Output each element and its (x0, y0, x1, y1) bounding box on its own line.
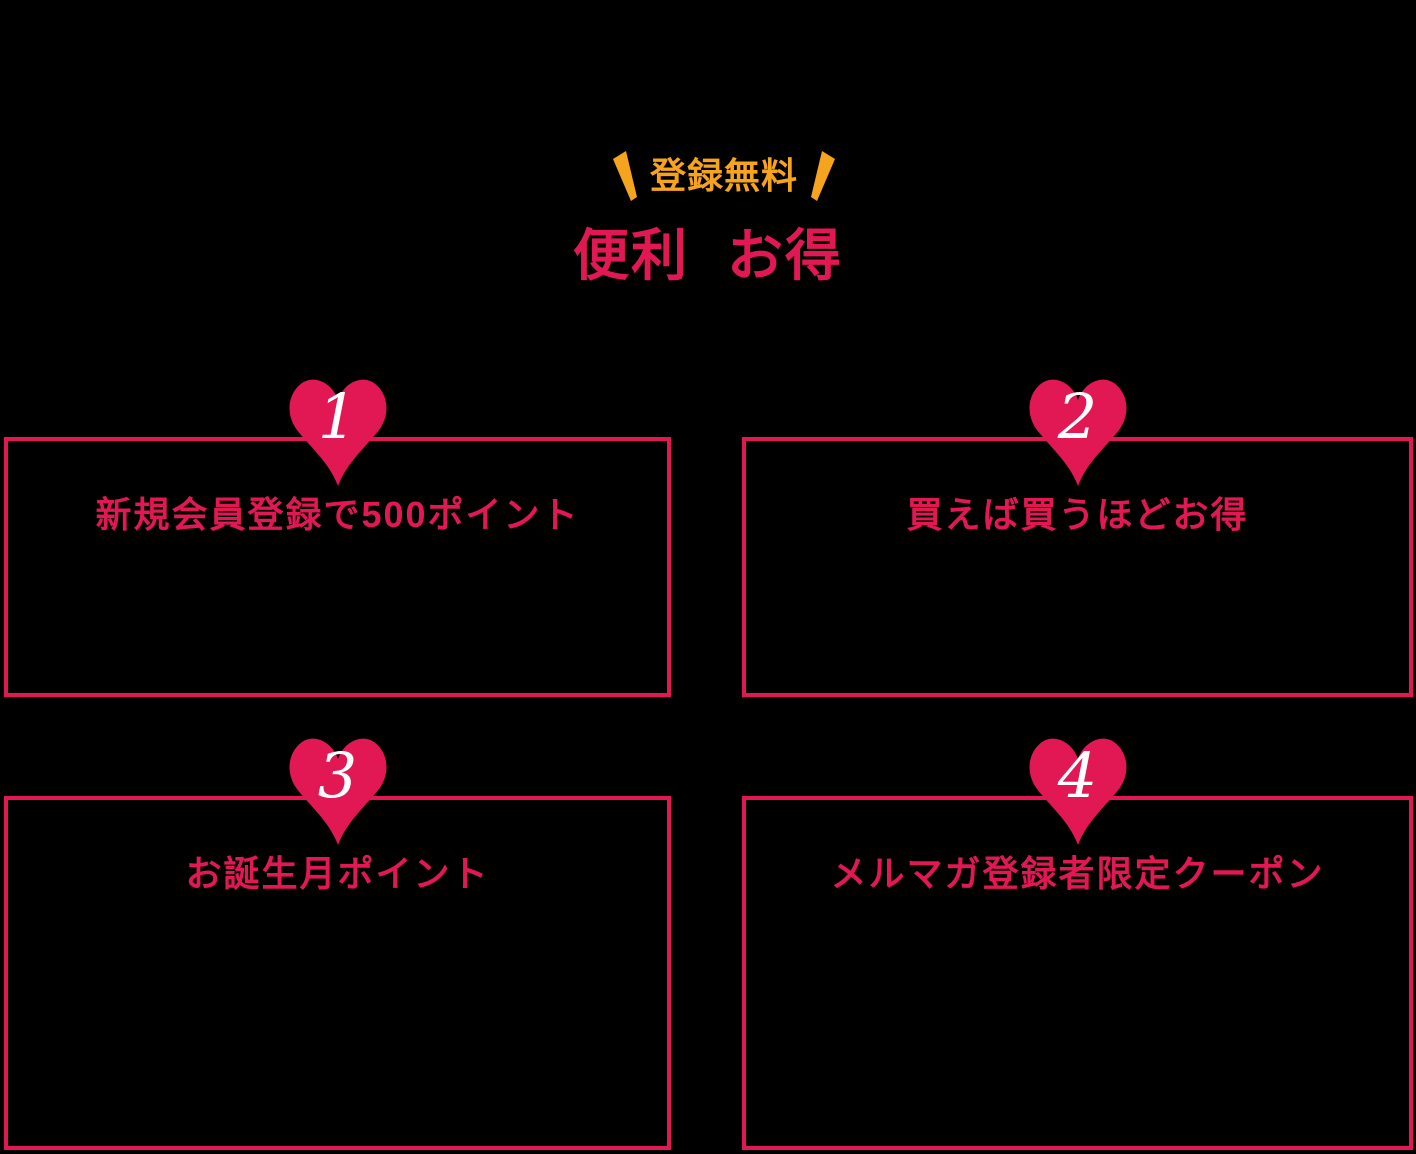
benefit-number: 3 (317, 739, 358, 812)
heart-number-3-icon: 3 (288, 732, 388, 848)
benefit-title: お誕生月ポイント (185, 853, 490, 894)
benefit-card-3: 3 お誕生月ポイント (4, 738, 671, 1150)
benefit-card-4: 4 メルマガ登録者限定クーポン (742, 738, 1413, 1150)
benefit-title: 買えば買うほどお得 (906, 494, 1249, 535)
page-title-part2: お得 (727, 224, 843, 287)
benefit-title: メルマガ登録者限定クーポン (830, 853, 1325, 894)
free-registration-label: 登録無料 (649, 155, 799, 196)
benefit-number: 1 (317, 380, 358, 453)
benefit-card-2: 2 買えば買うほどお得 (742, 379, 1413, 697)
benefit-title: 新規会員登録で500ポイント (95, 494, 580, 535)
heart-number-4-icon: 4 (1028, 732, 1128, 848)
heart-number-2-icon: 2 (1028, 373, 1128, 489)
benefit-number: 2 (1057, 380, 1098, 453)
benefit-number: 4 (1057, 739, 1098, 812)
page-title-part1: 便利 (573, 224, 689, 287)
emphasis-slash-right-icon (811, 151, 836, 201)
emphasis-slash-left-icon (612, 151, 637, 201)
page-title: 便利 お得 (0, 228, 1416, 284)
heart-number-1-icon: 1 (288, 373, 388, 489)
benefit-card-1: 1 新規会員登録で500ポイント (4, 379, 671, 697)
free-registration-badge: 登録無料 (612, 151, 836, 201)
